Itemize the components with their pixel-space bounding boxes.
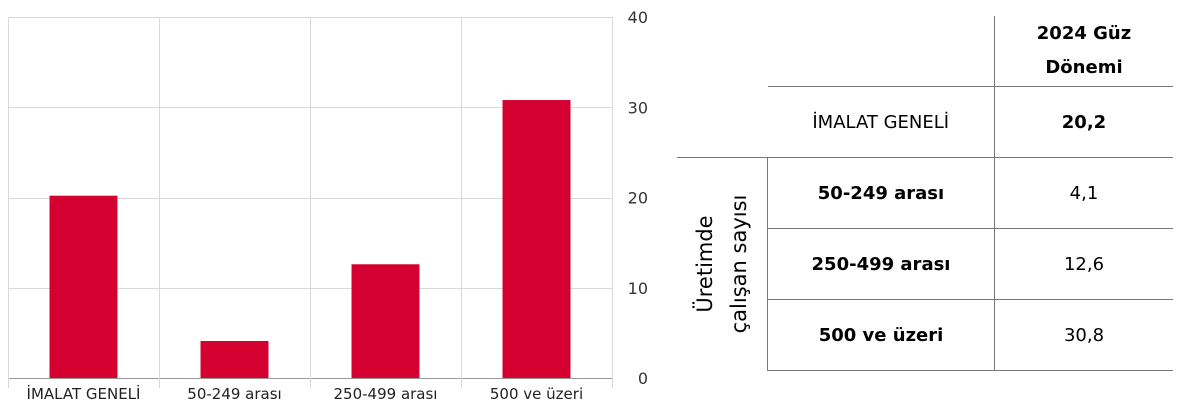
header-line-1: 2024 Güz [1036, 23, 1132, 44]
row-value-total: 20,2 [994, 86, 1173, 158]
x-category-label: 250-499 arası [334, 385, 438, 403]
bar [49, 195, 118, 378]
x-category-label: İMALAT GENELİ [27, 384, 141, 403]
bar [200, 340, 269, 378]
bar [351, 264, 420, 378]
x-axis-categories: İMALAT GENELİ 50-249 arası 250-499 arası 50… [27, 384, 584, 403]
row-label-50-249: 50-249 arası [767, 157, 995, 229]
row-label-500-plus: 500 ve üzeri [767, 299, 995, 371]
row-value-50-249: 4,1 [994, 157, 1173, 229]
side-label-line-1: Üretimde [693, 215, 717, 313]
bars [49, 100, 571, 378]
side-label: Üretimde çalışan sayısı [677, 157, 768, 371]
data-table: 2024 Güz Dönemi İMALAT GENELİ 20,2 Üreti… [677, 16, 1173, 371]
x-category-label: 50-249 arası [187, 385, 281, 403]
y-axis-ticks: 0 10 20 30 40 [628, 8, 648, 388]
row-label-250-499: 250-499 arası [767, 228, 995, 300]
row-label-total: İMALAT GENELİ [767, 86, 995, 158]
bar [502, 100, 571, 378]
y-tick-label: 30 [628, 98, 648, 117]
x-category-label: 500 ve üzeri [490, 385, 583, 403]
y-tick-label: 20 [628, 189, 648, 208]
row-value-250-499: 12,6 [994, 228, 1173, 300]
table-header: 2024 Güz Dönemi [995, 16, 1174, 87]
y-tick-label: 40 [628, 8, 648, 27]
side-label-line-2: çalışan sayısı [727, 194, 751, 334]
y-tick-label: 10 [628, 279, 648, 298]
row-value-500-plus: 30,8 [994, 299, 1173, 371]
bar-chart: 0 10 20 30 40 İMALAT GENELİ 50-249 arası 250-4… [8, 8, 648, 403]
header-line-2: Dönemi [1045, 57, 1123, 78]
y-tick-label: 0 [638, 369, 648, 388]
